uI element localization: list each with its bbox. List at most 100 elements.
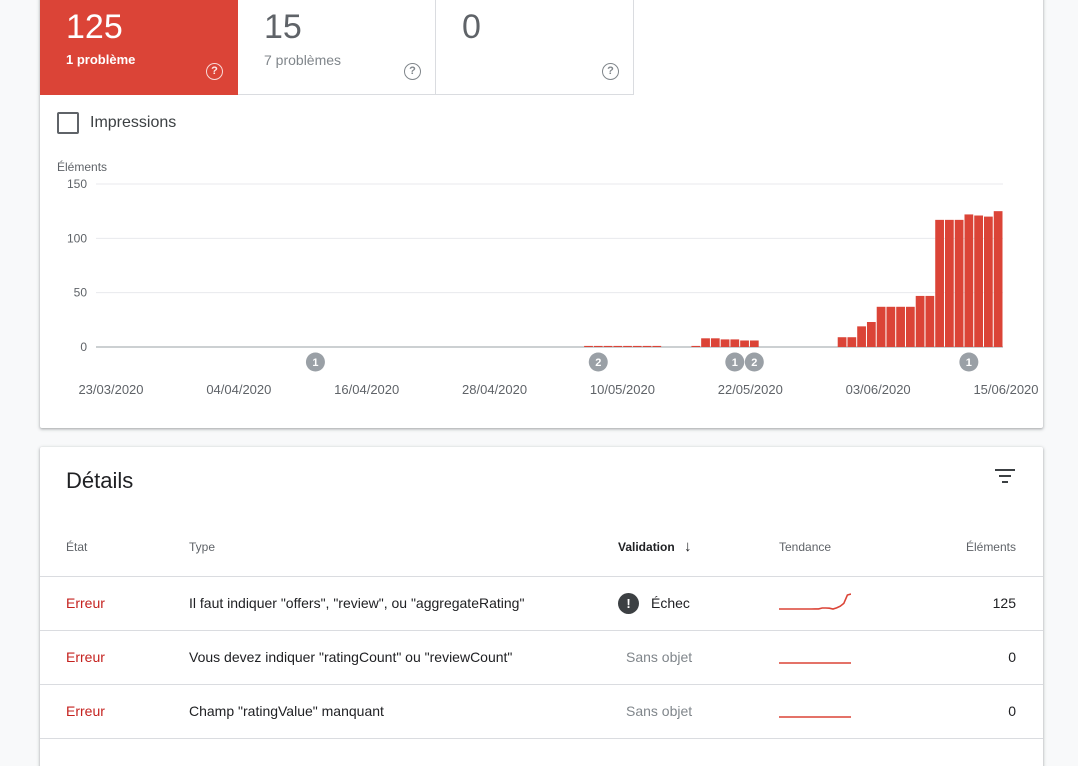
chart-bar xyxy=(954,219,964,347)
x-tick-label: 28/04/2020 xyxy=(462,382,527,397)
chart-bar xyxy=(730,339,740,347)
trend-sparkline xyxy=(779,592,852,610)
chart-bar xyxy=(749,340,759,347)
x-tick-label: 04/04/2020 xyxy=(206,382,271,397)
annotation-label: 1 xyxy=(732,357,738,369)
y-axis-label: Éléments xyxy=(57,159,107,174)
chart-bar xyxy=(710,338,720,347)
validation-status: Sans objet xyxy=(626,703,693,719)
chart-bar xyxy=(593,345,603,347)
chart-bar xyxy=(740,340,749,347)
chart-bar xyxy=(944,219,954,347)
chart-bar xyxy=(603,345,613,347)
column-header-count[interactable]: Éléments xyxy=(899,518,1043,577)
column-header-state[interactable]: État xyxy=(40,518,189,577)
annotation-marker xyxy=(744,352,764,372)
y-tick-label: 0 xyxy=(80,340,87,354)
chart-bar xyxy=(701,338,710,347)
metric-card-valid[interactable]: 0 ? xyxy=(436,0,634,95)
annotation-marker xyxy=(305,352,325,372)
chart-bar xyxy=(857,326,866,347)
chart-bar xyxy=(974,215,983,347)
annotation-label: 2 xyxy=(595,357,601,369)
y-tick-label: 150 xyxy=(67,177,87,191)
chart-bar xyxy=(613,345,623,347)
column-header-trend[interactable]: Tendance xyxy=(779,518,899,577)
x-tick-label: 23/03/2020 xyxy=(78,382,143,397)
help-icon[interactable]: ? xyxy=(404,63,421,80)
chart-bar xyxy=(632,345,642,347)
row-type: Il faut indiquer "offers", "review", ou … xyxy=(189,595,525,611)
annotation-marker xyxy=(725,352,745,372)
metric-card-errors[interactable]: 125 1 problème ? xyxy=(40,0,238,95)
details-card: Détails État Type Validation ↓ Tendance … xyxy=(40,447,1043,766)
row-count: 125 xyxy=(992,595,1016,611)
x-tick-label: 16/04/2020 xyxy=(334,382,399,397)
validation-status: Sans objet xyxy=(626,649,693,665)
y-tick-label: 100 xyxy=(67,231,87,245)
table-row[interactable]: Erreur Il faut indiquer "offers", "revie… xyxy=(40,576,1043,631)
items-chart: Éléments 0 50 100 150 1 2 1 2 1 23/03/2020 04/04/20… xyxy=(57,159,1039,397)
x-tick-label: 10/05/2020 xyxy=(590,382,655,397)
row-validation: ! Échec xyxy=(618,592,779,614)
chart-bar xyxy=(896,306,905,347)
table-row[interactable]: Erreur Vous devez indiquer "ratingCount"… xyxy=(40,630,1043,685)
trend-sparkline xyxy=(779,661,851,664)
table-header-row: État Type Validation ↓ Tendance Éléments xyxy=(40,518,1043,577)
row-type: Vous devez indiquer "ratingCount" ou "re… xyxy=(189,649,513,665)
x-tick-label: 03/06/2020 xyxy=(846,382,911,397)
annotation-label: 1 xyxy=(312,357,318,369)
details-title: Détails xyxy=(66,468,134,493)
help-icon[interactable]: ? xyxy=(206,63,223,80)
chart-bar xyxy=(964,214,974,347)
row-state: Erreur xyxy=(66,649,105,665)
chart-bar xyxy=(935,219,944,347)
impressions-toggle[interactable]: Impressions xyxy=(57,112,176,134)
chart-bar xyxy=(720,339,730,347)
impressions-checkbox[interactable] xyxy=(57,112,79,134)
chart-bar xyxy=(886,306,896,347)
column-header-validation[interactable]: Validation ↓ xyxy=(618,518,779,577)
filter-icon[interactable] xyxy=(994,467,1016,485)
table-row[interactable]: Erreur Champ "ratingValue" manquant Sans… xyxy=(40,684,1043,739)
chart-bar xyxy=(983,216,993,347)
help-icon[interactable]: ? xyxy=(602,63,619,80)
trend-sparkline xyxy=(779,715,851,718)
chart-bar xyxy=(847,337,857,347)
metric-label: 1 problème xyxy=(66,52,136,67)
chart-bar xyxy=(993,211,1003,347)
chart-bar xyxy=(623,345,632,347)
sort-arrow-icon: ↓ xyxy=(684,538,692,556)
row-count: 0 xyxy=(1008,703,1016,719)
chart-bar xyxy=(925,295,935,347)
chart-bar xyxy=(652,345,662,347)
annotation-label: 1 xyxy=(966,357,972,369)
chart-bar xyxy=(876,306,886,347)
chart-bar xyxy=(866,322,876,347)
metric-value: 15 xyxy=(264,8,302,46)
chart-bar xyxy=(905,306,915,347)
row-type: Champ "ratingValue" manquant xyxy=(189,703,384,719)
column-header-type[interactable]: Type xyxy=(189,518,618,577)
column-header-validation-label: Validation xyxy=(618,540,675,555)
details-table: État Type Validation ↓ Tendance Éléments… xyxy=(40,518,1043,739)
chart-bar xyxy=(584,345,593,347)
alert-icon: ! xyxy=(618,592,639,614)
chart-bar xyxy=(642,345,652,347)
row-state: Erreur xyxy=(66,595,105,611)
metric-value: 125 xyxy=(66,8,123,46)
table-pagination xyxy=(40,750,1043,766)
annotation-marker xyxy=(588,352,608,372)
annotation-marker xyxy=(959,352,979,372)
impressions-label: Impressions xyxy=(90,114,177,131)
annotation-label: 2 xyxy=(751,357,757,369)
x-tick-label: 22/05/2020 xyxy=(718,382,783,397)
row-count: 0 xyxy=(1008,649,1016,665)
chart-bar xyxy=(837,337,847,347)
summary-card: 125 1 problème ? 15 7 problèmes ? 0 ? Im… xyxy=(40,0,1043,428)
chart-bar xyxy=(915,295,925,347)
metric-value: 0 xyxy=(462,8,481,46)
y-tick-label: 50 xyxy=(74,286,88,300)
row-state: Erreur xyxy=(66,703,105,719)
metric-card-warnings[interactable]: 15 7 problèmes ? xyxy=(238,0,436,95)
